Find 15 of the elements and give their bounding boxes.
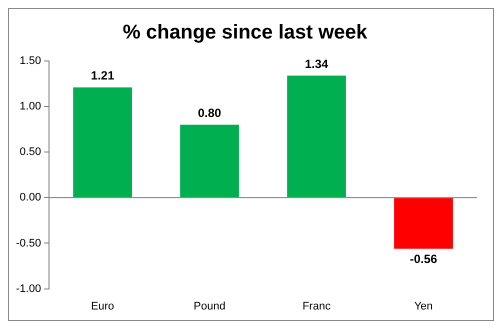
y-tick-label: 1.50 — [20, 55, 42, 68]
data-label: 1.34 — [304, 56, 329, 71]
y-tick-label: 0.00 — [20, 192, 42, 204]
x-tick-label: Franc — [302, 300, 332, 312]
x-tick-label: Euro — [90, 300, 114, 312]
chart-title: % change since last week — [122, 22, 368, 44]
data-label: -0.56 — [410, 252, 438, 266]
y-tick-label: -0.50 — [16, 237, 42, 250]
y-tick-label: 0.50 — [20, 146, 42, 158]
x-tick-label: Pound — [194, 300, 226, 312]
y-tick-label: -1.00 — [16, 282, 42, 295]
y-tick-label: 1.00 — [20, 100, 42, 113]
x-tick-label: Yen — [414, 300, 433, 312]
data-label: 0.80 — [198, 106, 222, 120]
data-label: 1.21 — [90, 68, 115, 83]
